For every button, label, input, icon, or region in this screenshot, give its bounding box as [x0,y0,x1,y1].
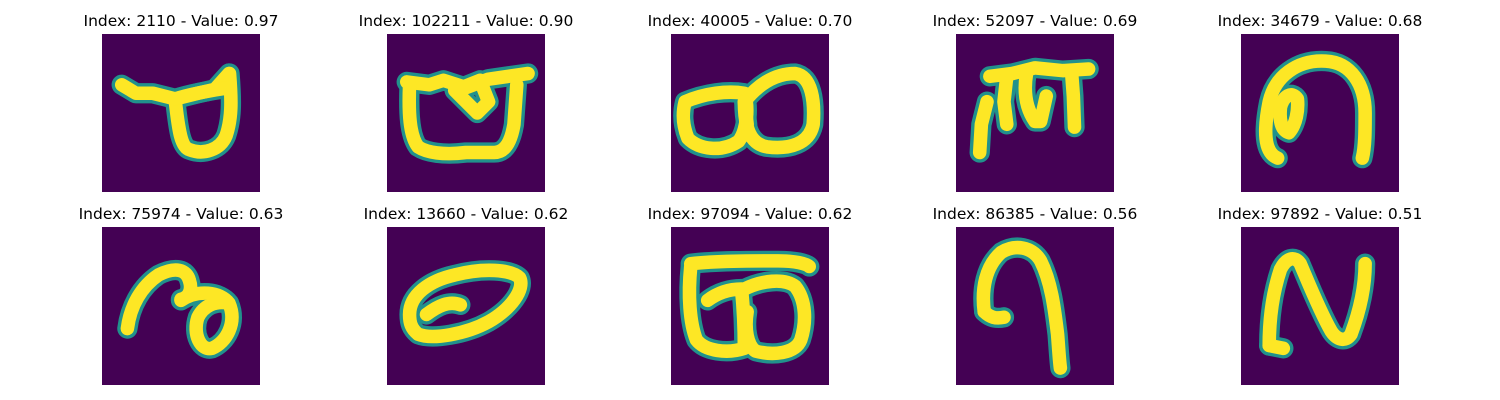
glyph-stroke-path [1262,338,1291,356]
character-image-6 [102,227,260,385]
glyph-stroke-path [168,66,238,159]
glyph-stroke-path [972,94,994,160]
glyph-stroke-path [676,85,754,156]
glyph-stroke-path [737,94,754,132]
glyph-stroke-path [976,240,1068,375]
glyph-stroke-path [402,78,524,161]
image-panel: Index: 2110 - Value: 0.97 [84,12,278,202]
image-panel: Index: 34679 - Value: 0.68 [1218,12,1422,202]
glyph-stroke [676,66,821,156]
glyph-stroke-path [683,254,817,274]
character-image-9 [956,227,1114,385]
character-image-10 [1241,227,1399,385]
glyph-stroke [399,66,535,161]
glyph-stroke [1258,54,1372,165]
glyph-stroke [972,61,1096,160]
panel-title: Index: 2110 - Value: 0.97 [83,12,279,30]
glyph-stroke-path [682,259,752,358]
glyph-stroke-path [402,263,528,344]
glyph-stroke [682,254,817,361]
panel-title: Index: 97094 - Value: 0.62 [647,205,853,223]
glyph-stroke [976,240,1068,375]
glyph-stroke [1262,252,1372,356]
image-panel: Index: 52097 - Value: 0.69 [933,12,1137,202]
image-panel: Index: 75974 - Value: 0.63 [79,205,283,395]
glyph-stroke-path [447,73,496,120]
image-panel: Index: 97892 - Value: 0.51 [1218,205,1422,395]
panel-title: Index: 13660 - Value: 0.62 [363,205,569,223]
character-image-3 [671,34,829,192]
panel-title: Index: 86385 - Value: 0.56 [932,205,1138,223]
panel-title: Index: 52097 - Value: 0.69 [932,12,1138,30]
glyph-stroke-path [737,274,812,361]
glyph-stroke-path [1064,66,1082,134]
glyph-stroke-path [1262,252,1372,353]
glyph-stroke-path [737,66,821,155]
glyph-stroke-path [168,80,237,106]
character-image-4 [956,34,1114,192]
glyph-stroke-path [174,286,239,356]
glyph-stroke-path [1273,88,1305,140]
glyph-stroke [120,263,239,356]
glyph-stroke-path [1258,54,1372,165]
glyph-stroke-path [1018,66,1054,129]
glyph-stroke-path [977,304,1011,325]
image-panel: Index: 102211 - Value: 0.90 [359,12,573,202]
character-image-1 [102,34,260,192]
character-image-7 [387,227,545,385]
character-image-2 [387,34,545,192]
glyph-stroke [402,263,528,344]
image-panel: Index: 86385 - Value: 0.56 [933,205,1137,395]
panel-title: Index: 75974 - Value: 0.63 [78,205,284,223]
panel-title: Index: 34679 - Value: 0.68 [1217,12,1423,30]
image-panel: Index: 40005 - Value: 0.70 [648,12,852,202]
panel-title: Index: 40005 - Value: 0.70 [647,12,853,30]
image-panel: Index: 13660 - Value: 0.62 [364,205,568,395]
panel-title: Index: 102211 - Value: 0.90 [358,12,574,30]
character-image-8 [671,227,829,385]
character-image-5 [1241,34,1399,192]
glyph-stroke-path [419,296,468,322]
image-panel: Index: 97094 - Value: 0.62 [648,205,852,395]
panel-title: Index: 97892 - Value: 0.51 [1217,205,1423,223]
glyph-stroke-path [997,69,1014,132]
glyph-stroke [114,66,238,159]
